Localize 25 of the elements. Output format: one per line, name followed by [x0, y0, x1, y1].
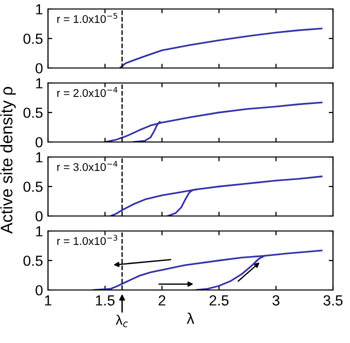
x-tick-label: 2.5	[210, 295, 229, 306]
annotation: λ$_{c}$	[116, 314, 128, 328]
y-tick-label: 1	[36, 226, 42, 236]
x-axis-title: λ	[186, 312, 194, 324]
x-tick-label: 3	[272, 295, 280, 306]
annotation: r = 3.0x10$^{−4}$	[57, 160, 118, 171]
x-tick-label: 1	[45, 295, 52, 306]
y-tick-label: 0.5	[23, 34, 43, 44]
y-tick-label: 0	[36, 285, 43, 296]
y-tick-label: 1	[36, 78, 42, 88]
y-tick-label: 0	[36, 137, 43, 148]
y-tick-label: 1	[36, 4, 42, 14]
y-axis-title: Active site density ρ	[0, 86, 16, 234]
x-tick-label: 1.5	[96, 295, 115, 306]
annotation: r = 1.0x10$^{−5}$	[57, 12, 118, 23]
y-tick-label: 0.5	[23, 182, 43, 192]
y-tick-label: 1	[36, 152, 42, 162]
annotation: r = 2.0x10$^{−4}$	[57, 86, 118, 97]
y-tick-label: 0.5	[23, 256, 43, 266]
annotation: r = 1.0x10$^{−3}$	[57, 234, 118, 245]
x-tick-label: 2	[158, 295, 166, 306]
x-tick-label: 3.5	[323, 295, 343, 306]
y-tick-label: 0.5	[23, 108, 43, 118]
y-tick-label: 0	[36, 211, 43, 222]
y-tick-label: 0	[36, 63, 43, 74]
